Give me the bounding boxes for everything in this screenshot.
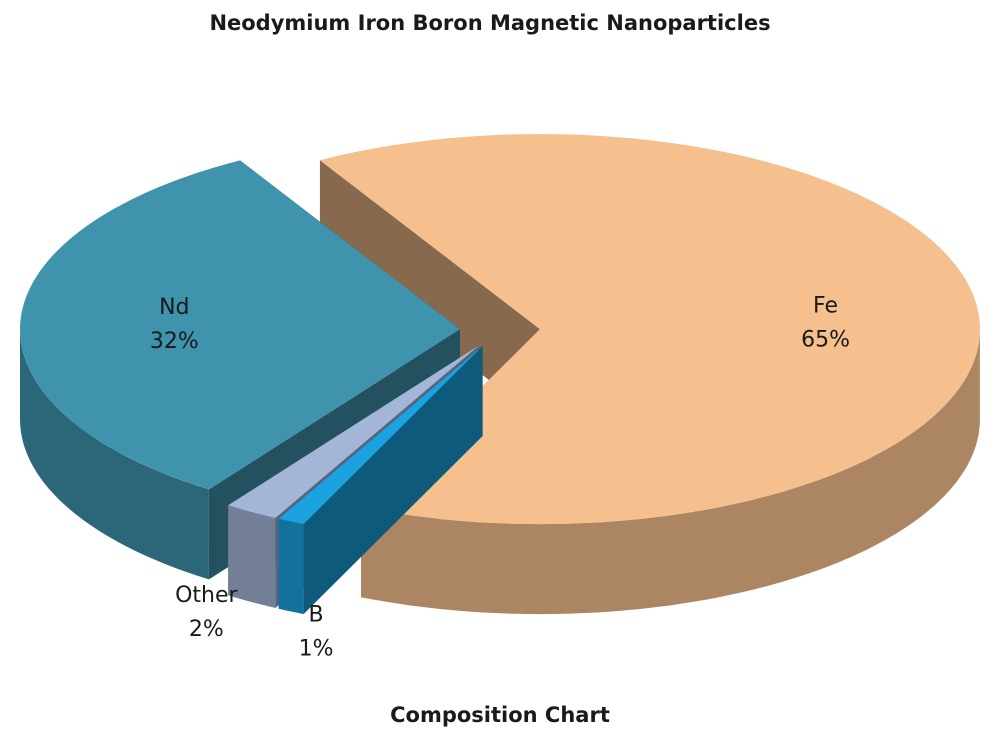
slice-face — [278, 346, 483, 609]
value-label: 2% — [189, 617, 224, 642]
slice-wall — [20, 329, 209, 580]
value-label: 65% — [801, 327, 850, 352]
chart-title: Neodymium Iron Boron Magnetic Nanopartic… — [209, 11, 770, 35]
slice-label: Fe — [813, 293, 838, 318]
slice — [319, 134, 980, 525]
slice-wall — [361, 329, 980, 615]
slice-face — [319, 160, 540, 420]
slice — [228, 345, 480, 518]
slice-label: Other — [175, 583, 238, 608]
slice — [278, 346, 483, 525]
slice-label: B — [309, 603, 324, 628]
chart-subtitle: Composition Chart — [390, 703, 610, 727]
value-label: 32% — [150, 329, 199, 354]
pie — [20, 134, 980, 615]
slice — [20, 160, 460, 490]
slice-wall — [228, 505, 276, 608]
slice — [278, 346, 483, 615]
slice-wall — [278, 518, 304, 615]
slice-label: Nd — [159, 295, 189, 320]
value-label: 1% — [299, 637, 334, 662]
